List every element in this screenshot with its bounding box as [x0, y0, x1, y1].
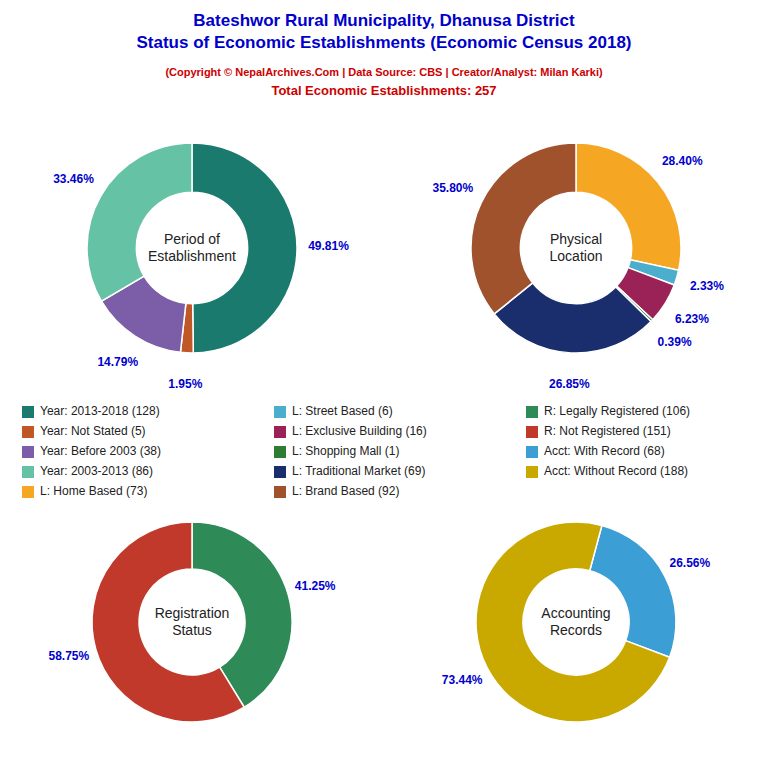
legend-swatch: [526, 406, 538, 418]
legend-swatch: [22, 426, 34, 438]
pie-slice: [590, 525, 676, 657]
legend: Year: 2013-2018 (128) Year: Not Stated (5…: [22, 404, 690, 498]
data-label: 35.80%: [433, 181, 474, 195]
data-label: 6.23%: [675, 312, 709, 326]
text-line: Location: [550, 247, 603, 263]
data-label: 41.25%: [295, 579, 336, 593]
text-line: Registration: [155, 604, 230, 620]
legend-label: L: Brand Based (92): [292, 484, 399, 498]
data-label: 0.39%: [658, 335, 692, 349]
legend-label: Year: Before 2003 (38): [40, 444, 161, 458]
legend-swatch: [274, 426, 286, 438]
legend-label: Year: 2003-2013 (86): [40, 464, 153, 478]
legend-swatch: [526, 426, 538, 438]
donut: [87, 143, 297, 353]
donut: [471, 143, 681, 353]
text-line: Status of Economic Establishments (Econo…: [136, 33, 631, 52]
data-label: 26.85%: [549, 377, 590, 391]
subtitle: (Copyright © NepalArchives.Com | Data So…: [165, 66, 603, 78]
data-label: 26.56%: [670, 556, 711, 570]
text-line: Records: [550, 621, 602, 637]
data-label: 14.79%: [97, 355, 138, 369]
legend-swatch: [526, 446, 538, 458]
legend-label: L: Home Based (73): [40, 484, 147, 498]
text-line: Accounting: [541, 604, 610, 620]
pie-slice: [476, 522, 670, 722]
legend-label: Acct: Without Record (188): [544, 464, 688, 478]
pie-slice: [87, 143, 192, 301]
title: Bateshwor Rural Municipality, Dhanusa Di…: [136, 11, 631, 52]
text-line: Physical: [550, 230, 602, 246]
legend-label: Year: 2013-2018 (128): [40, 404, 160, 418]
chart-canvas: Bateshwor Rural Municipality, Dhanusa Di…: [0, 0, 768, 768]
center-label: RegistrationStatus: [155, 604, 230, 637]
legend-swatch: [22, 406, 34, 418]
legend-label: Year: Not Stated (5): [40, 424, 146, 438]
text-line: Status: [172, 621, 212, 637]
data-label: 58.75%: [48, 649, 89, 663]
legend-swatch: [274, 406, 286, 418]
legend-swatch: [22, 486, 34, 498]
donut: [92, 522, 292, 722]
center-label: Period ofEstablishment: [148, 230, 236, 263]
data-label: 28.40%: [662, 154, 703, 168]
center-label: AccountingRecords: [541, 604, 610, 637]
donut: [476, 522, 676, 722]
data-label: 73.44%: [442, 673, 483, 687]
legend-swatch: [22, 446, 34, 458]
annotation: Total Economic Establishments: 257: [271, 83, 496, 98]
legend-swatch: [22, 466, 34, 478]
data-label: 49.81%: [308, 239, 349, 253]
text-line: Period of: [164, 230, 220, 246]
legend-label: L: Exclusive Building (16): [292, 424, 427, 438]
legend-swatch: [274, 486, 286, 498]
legend-swatch: [274, 466, 286, 478]
data-label: 1.95%: [168, 377, 202, 391]
legend-swatch: [526, 466, 538, 478]
legend-label: L: Street Based (6): [292, 404, 393, 418]
pie-slice: [471, 143, 576, 314]
center-label: PhysicalLocation: [550, 230, 603, 263]
legend-label: R: Legally Registered (106): [544, 404, 690, 418]
legend-label: R: Not Registered (151): [544, 424, 671, 438]
data-label: 2.33%: [690, 279, 724, 293]
pie-slice: [92, 522, 244, 722]
text-line: Bateshwor Rural Municipality, Dhanusa Di…: [193, 11, 575, 30]
legend-label: Acct: With Record (68): [544, 444, 665, 458]
legend-label: L: Traditional Market (69): [292, 464, 425, 478]
legend-label: L: Shopping Mall (1): [292, 444, 399, 458]
legend-swatch: [274, 446, 286, 458]
data-label: 33.46%: [53, 172, 94, 186]
text-line: Establishment: [148, 247, 236, 263]
